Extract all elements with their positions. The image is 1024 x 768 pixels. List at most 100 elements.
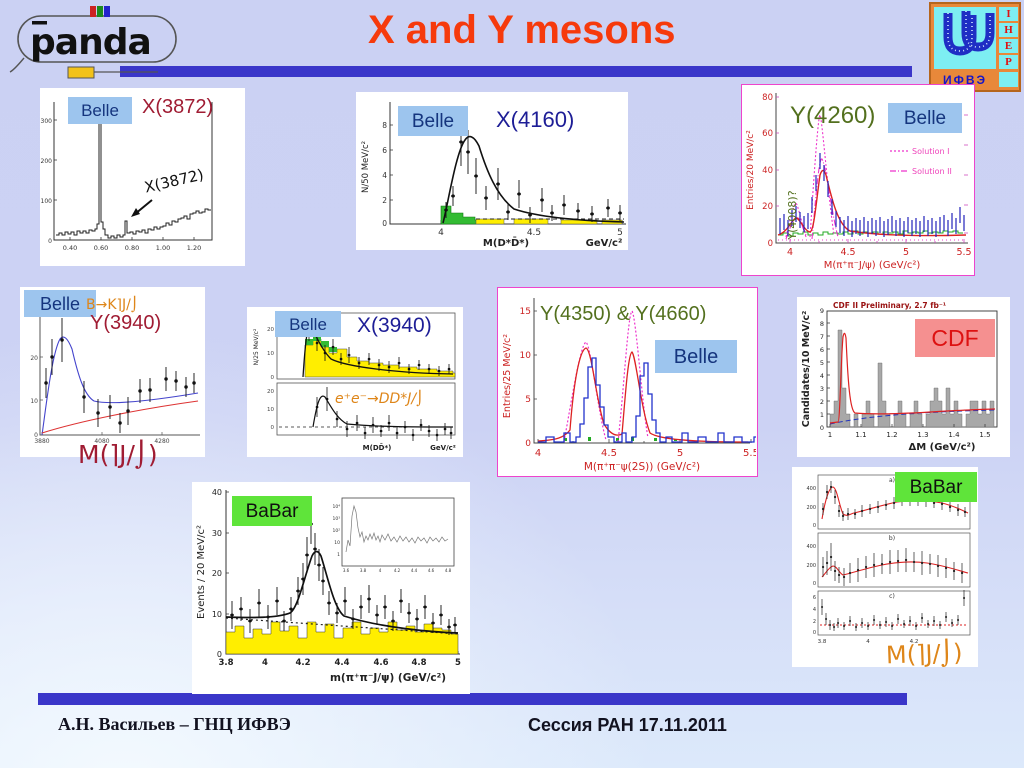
tick-label: 0 — [820, 424, 824, 432]
tick-label: 1.3 — [917, 431, 928, 439]
tick-label: 4.5 — [601, 448, 617, 459]
ihep-u-symbol — [943, 11, 995, 56]
x3872-frame — [53, 102, 213, 241]
tick-label: 2 — [382, 196, 387, 205]
tick-label: 300 — [41, 118, 53, 125]
y3940-error-bars — [45, 318, 195, 433]
experiment-badge-babar: BaBar — [895, 472, 977, 502]
tick-label: 3880 — [34, 438, 49, 445]
tick-label: 10⁴ — [332, 504, 340, 510]
y4350-ylabel: Entries/25 MeV/c² — [502, 334, 513, 418]
tick-label: 4.5 — [840, 247, 855, 258]
tick-label: 0 — [813, 581, 816, 587]
tick-label: 0.40 — [63, 244, 77, 252]
y4350-solid-fit — [537, 347, 749, 443]
badge-label: BaBar — [245, 500, 299, 522]
experiment-badge-belle: Belle — [398, 106, 468, 136]
tick-label: 0 — [382, 219, 387, 228]
tick-label: 4.6 — [428, 568, 435, 573]
y4260-annotation: Y(4008)? — [786, 190, 799, 240]
tick-label: 1.5 — [979, 431, 990, 439]
tick-label: 3.6 — [343, 568, 350, 573]
y3940-process-label: B→K⌉J/⌡ — [86, 297, 139, 313]
tick-label: 4.5 — [527, 228, 541, 238]
tick-label: 4.2 — [910, 639, 919, 645]
x3872-histogram — [56, 107, 211, 239]
tick-label: 0 — [48, 238, 52, 245]
babar-right-points-c — [821, 597, 966, 628]
tick-label: 5 — [617, 228, 623, 238]
footer-event: Сессия РАН 17.11.2011 — [528, 715, 727, 735]
y4260-xlabel: M(π⁺π⁻J/ψ) (GeV/c²) — [824, 260, 921, 271]
x4160-yellow-band — [513, 218, 549, 225]
tick-label: 20 — [762, 202, 773, 212]
panel-y4260: Solution I Solution II 80 60 40 20 0 4 4… — [741, 84, 975, 276]
y3940-axes — [39, 293, 200, 436]
tick-label: 4.6 — [373, 658, 388, 668]
x3940-unit-label: GeV/c² — [430, 444, 456, 452]
tick-label: 10² — [332, 528, 340, 534]
panda-yellow-block — [67, 66, 95, 79]
tick-label: 1.1 — [855, 431, 866, 439]
tick-label: 5.5 — [743, 448, 756, 459]
x3872-arrow-head — [131, 208, 140, 217]
panel-babar-main: 10⁴ 10³ 10² 10 1 3.6 3.8 4 4.2 4.4 4.6 4… — [192, 482, 470, 694]
panel-babar-right: a) b) c) 400 200 0 400 200 0 6 4 2 0 3.8… — [792, 467, 978, 667]
tick-label: 200 — [41, 158, 53, 165]
tick-label: 40 — [762, 166, 773, 176]
tick-label: 2 — [820, 398, 824, 406]
cdf-xlabel: ΔM (GeV/c²) — [908, 442, 975, 453]
y4350-green-mark — [588, 437, 591, 441]
y4350-green-mark — [616, 438, 619, 441]
tick-label: 0 — [217, 650, 222, 659]
tick-label: 0 — [271, 425, 275, 431]
babar-main-ylabel: Events / 20 MeV/c² — [196, 525, 207, 619]
experiment-badge-belle: Belle — [655, 340, 737, 373]
x4160-unit-label: GeV/c² — [586, 238, 623, 249]
ihep-u1-highlight — [947, 13, 973, 52]
x4160-fit-curve — [442, 135, 625, 224]
x4160-ylabel: N/50 MeV/c² — [361, 141, 371, 193]
y4260-legend-label: Solution I — [912, 147, 950, 156]
ihep-corner-cell — [999, 72, 1018, 87]
tick-label: 3.8 — [818, 639, 827, 645]
tick-label: 0 — [813, 523, 816, 529]
y4350-green-mark — [674, 439, 677, 441]
experiment-badge-babar: BaBar — [232, 496, 312, 526]
panel-y4350: 15 10 5 0 4 4.5 5 5.5 M(π⁺π⁻ψ(2S)) (GeV/… — [497, 287, 758, 477]
y4350-title: Y(4350) & Y(4660) — [540, 303, 707, 325]
x3940-process-label: e⁺e⁻→DD*J/⌡ — [335, 391, 424, 407]
tick-label: 4 — [535, 448, 541, 459]
tick-label: 15 — [520, 307, 531, 317]
y3940-data-points — [44, 338, 196, 425]
tick-label: 40 — [212, 488, 222, 497]
babar-main-inset-frame — [341, 497, 455, 567]
experiment-badge-belle: Belle — [68, 97, 132, 124]
cdf-background-curve — [829, 409, 996, 425]
x3940-bottom-frame — [276, 382, 456, 436]
tick-label: 4 — [866, 639, 870, 645]
babar-main-data-points — [230, 522, 457, 629]
ihep-logo: І Н Е Р ИФВЭ — [929, 2, 1021, 92]
badge-label: Belle — [81, 101, 119, 120]
panda-tail-line — [9, 57, 25, 73]
tick-label: 10 — [267, 407, 274, 413]
ihep-letter: Р — [999, 55, 1018, 69]
panda-blue-block — [104, 6, 110, 17]
y4260-ylabel: Entries/20 MeV/c² — [746, 130, 756, 210]
x3940-bottom-curve — [312, 395, 454, 428]
header-bar — [120, 66, 912, 77]
x3940-bottom-points — [315, 397, 453, 437]
cdf-ylabel: Candidates/10 MeV/c² — [801, 311, 812, 428]
tick-label: 5 — [455, 658, 461, 668]
x3940-green-patch — [305, 339, 313, 345]
babar-right-panel-label: b) — [889, 535, 895, 542]
tick-label: 0 — [813, 630, 816, 636]
x3940-plot: 20 10 0 20 10 0 M(DD̄*) GeV/c² N/25 MeV/… — [253, 312, 456, 452]
cdf-ticks — [827, 322, 986, 427]
badge-label: Belle — [39, 293, 81, 314]
tick-label: 6 — [820, 346, 824, 354]
x3940-top-frame — [276, 312, 456, 380]
panda-red-block — [90, 6, 96, 17]
experiment-badge-belle: Belle — [275, 311, 341, 337]
